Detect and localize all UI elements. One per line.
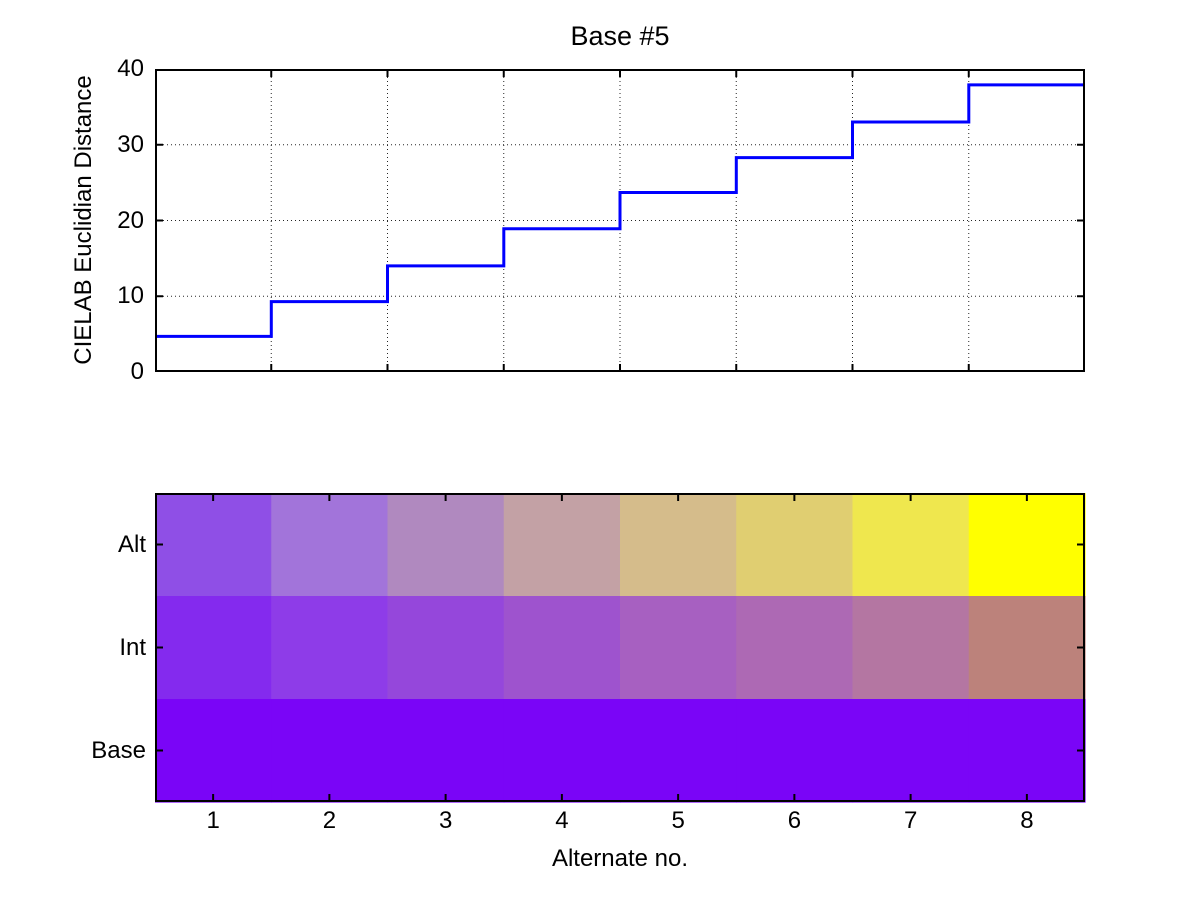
swatch-cell [155,596,272,700]
y-tick-label: 30 [117,130,144,158]
swatch-cell [155,699,272,803]
stairs-plot-svg [155,69,1085,372]
x-axis-label: Alternate no. [551,845,689,872]
row-label: Int [119,633,146,661]
swatch-cell [503,699,621,803]
swatch-cell [736,493,854,597]
row-label: Alt [117,530,146,558]
stairs-line [155,83,1085,338]
swatch-cell [736,596,854,700]
swatch-cell [968,596,1086,700]
swatch-cell [155,493,272,597]
swatch-cell [387,699,505,803]
color-cells [155,493,1086,803]
x-tick-label: 8 [1020,807,1034,834]
swatch-cell [271,596,389,700]
swatch-cell [503,596,621,700]
swatch-cell [387,596,505,700]
y-tick-label: 0 [130,358,144,385]
swatch-plot-svg [155,493,1086,803]
x-tick-label: 7 [903,807,918,834]
y-tick-label: 20 [117,206,144,234]
y-tick-label: 10 [117,282,144,310]
swatch-cell [620,493,737,597]
y-tick-label: 40 [117,55,144,82]
plot-border [155,493,1085,802]
swatch-cell [271,493,389,597]
swatch-cell [968,493,1086,597]
x-tick-label: 3 [438,807,453,834]
swatch-cell [852,596,970,700]
x-tick-label: 6 [787,807,802,834]
swatch-cell [968,699,1086,803]
x-tick-label: 2 [322,807,337,834]
x-tick-label: 4 [555,807,569,834]
swatch-cell [620,699,737,803]
x-tick-label: 5 [671,807,685,834]
swatch-cell [271,699,389,803]
swatch-cell [387,493,505,597]
swatch-cell [736,699,854,803]
x-tick-label: 1 [206,807,220,834]
swatch-cell [503,493,621,597]
plot-title: Base #5 [570,21,670,51]
swatch-cell [852,699,970,803]
swatch-cell [852,493,970,597]
swatch-cell [620,596,737,700]
plot-border [155,69,1085,372]
row-label: Base [91,736,146,764]
